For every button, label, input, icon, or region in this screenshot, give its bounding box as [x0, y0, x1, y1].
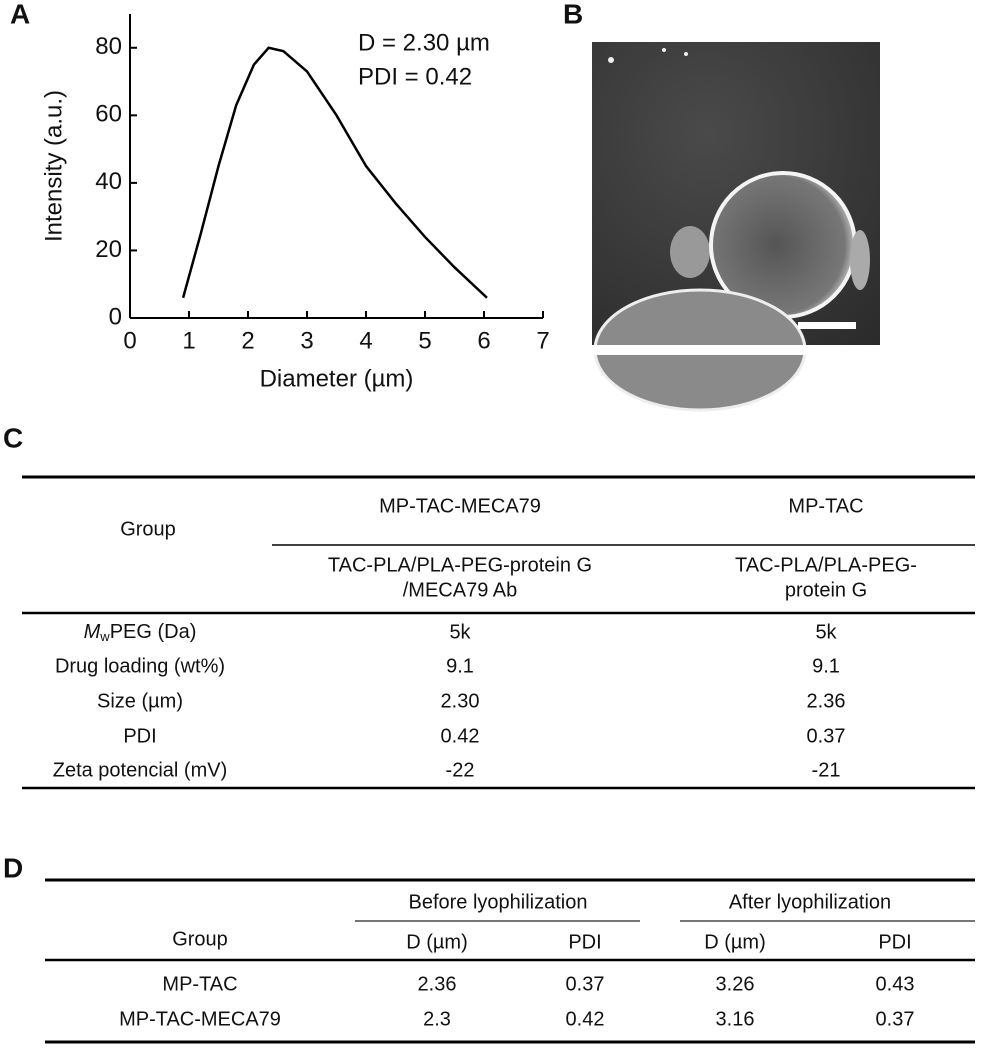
sem-image [592, 42, 880, 412]
table-cell: 0.37 [566, 973, 605, 995]
x-tick-label: 1 [182, 327, 195, 354]
table-header: MP-TAC [788, 495, 863, 517]
table-cell: 2.36 [807, 690, 846, 712]
table-subheader: D (µm) [704, 931, 766, 953]
table-cell: 2.3 [423, 1008, 451, 1030]
panel-letter: C [3, 422, 23, 453]
table-cell: 0.37 [807, 725, 846, 747]
row-label: Size (µm) [97, 690, 183, 712]
table-cell: 2.36 [418, 973, 457, 995]
table-header: Before lyophilization [409, 891, 588, 913]
table-cell: 3.26 [716, 973, 755, 995]
mask [592, 345, 880, 355]
table-cell: 5k [449, 621, 471, 643]
x-tick-label: 0 [123, 327, 136, 354]
y-tick-label: 80 [95, 33, 122, 60]
table-header: After lyophilization [729, 891, 891, 913]
data-line [181, 46, 488, 299]
y-tick-label: 0 [109, 303, 122, 330]
y-axis-label: Intensity (a.u.) [40, 90, 67, 242]
table-cell: -22 [446, 759, 475, 781]
particle [670, 226, 710, 278]
y-tick-label: 20 [95, 236, 122, 263]
particle [850, 230, 870, 290]
table-cell: 2.30 [441, 690, 480, 712]
row-label: Zeta potencial (mV) [53, 759, 228, 781]
annotation: PDI = 0.42 [358, 63, 472, 90]
scale-bar [798, 322, 856, 329]
table-cell: 0.42 [441, 725, 480, 747]
table-header: Group [172, 928, 228, 950]
table-cell: 5k [815, 621, 837, 643]
x-tick-label: 7 [536, 327, 549, 354]
row-label: MwPEG (Da) [84, 621, 197, 644]
x-tick-label: 5 [418, 327, 431, 354]
y-tick-label: 40 [95, 168, 122, 195]
table-subheader: protein G [785, 579, 867, 601]
table-cell: 9.1 [812, 655, 840, 677]
panel-letter: D [3, 852, 23, 883]
row-label: MP-TAC [162, 973, 237, 995]
row-label-part: w [99, 629, 110, 644]
dust [684, 52, 688, 56]
table-subheader: TAC-PLA/PLA-PEG- [735, 554, 917, 576]
table-cell: 0.37 [876, 1008, 915, 1030]
x-tick-label: 6 [477, 327, 490, 354]
table-cell: 0.42 [566, 1008, 605, 1030]
row-label: PDI [123, 725, 156, 747]
panel-letter: A [10, 0, 30, 29]
row-label-part: PEG (Da) [110, 621, 197, 643]
row-label: Drug loading (wt%) [55, 655, 225, 677]
row-label: MP-TAC-MECA79 [119, 1008, 281, 1030]
table-cell: -21 [812, 759, 841, 781]
x-tick-label: 4 [359, 327, 372, 354]
x-tick-label: 3 [300, 327, 313, 354]
table-cell: 3.16 [716, 1008, 755, 1030]
x-tick-label: 2 [241, 327, 254, 354]
panel-letter: B [563, 0, 583, 29]
table-cell: 0.43 [876, 973, 915, 995]
dust [608, 57, 614, 63]
table-subheader: PDI [568, 931, 601, 953]
dust [662, 48, 666, 52]
table-header: Group [120, 518, 176, 540]
y-tick-label: 60 [95, 101, 122, 128]
x-axis-label: Diameter (µm) [260, 365, 414, 392]
annotation: D = 2.30 µm [358, 29, 490, 56]
table-subheader: TAC-PLA/PLA-PEG-protein G [328, 554, 592, 576]
table-subheader: D (µm) [406, 931, 468, 953]
row-label-part: M [84, 621, 101, 643]
table-cell: 9.1 [446, 655, 474, 677]
table-header: MP-TAC-MECA79 [379, 495, 541, 517]
table-subheader: PDI [878, 931, 911, 953]
table-subheader: /MECA79 Ab [403, 579, 518, 601]
